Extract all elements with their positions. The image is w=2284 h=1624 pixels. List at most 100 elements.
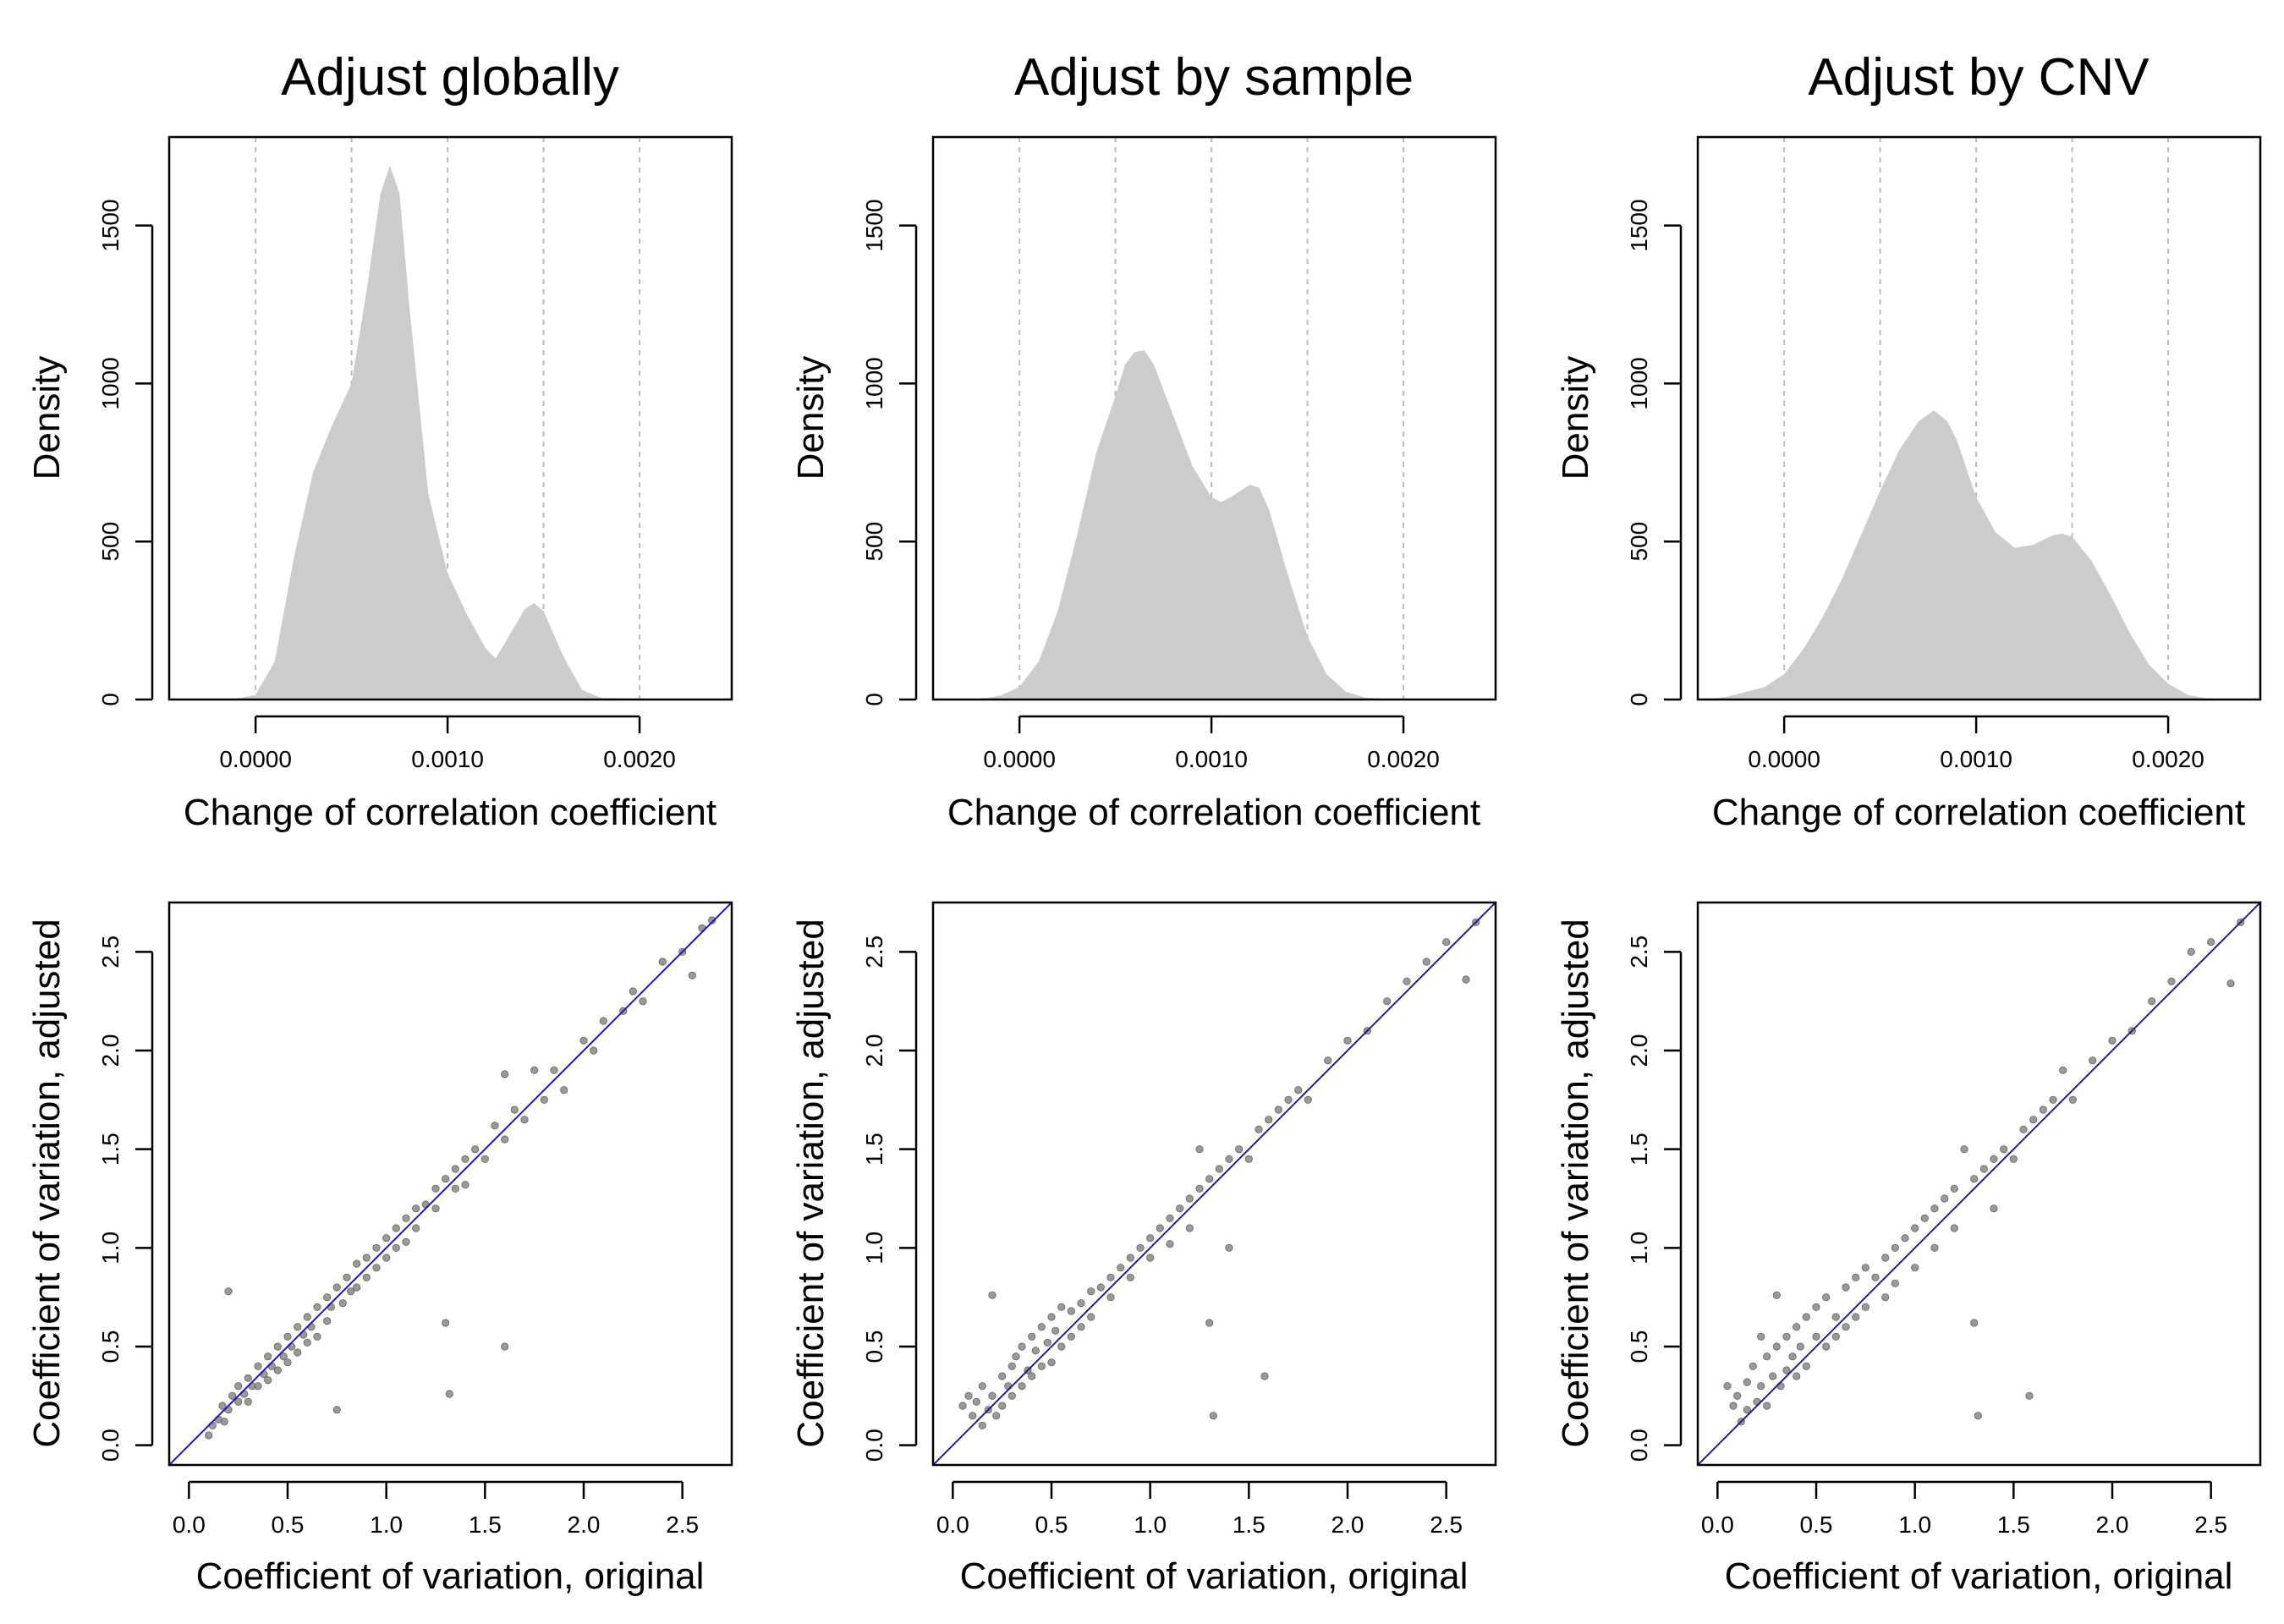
scatter-point [501, 1135, 509, 1144]
scatter-panel-cnv: 0.0 0.5 1.0 1.5 2.0 2.5 0.0 0.5 1.0 1.5 2.0 2.5 Co… [1555, 901, 2262, 1597]
scatter-point [362, 1254, 371, 1262]
scatter-point [1782, 1366, 1791, 1374]
scatter-point [1842, 1323, 1850, 1331]
scatter-point [1852, 1273, 1860, 1281]
scatter-point [550, 1066, 558, 1074]
scatter-point [1031, 1347, 1040, 1355]
x-tick-label: 0.0010 [411, 746, 484, 772]
scatter-point [313, 1332, 321, 1341]
scatter-point [1852, 1313, 1860, 1321]
scatter-point [2039, 1106, 2047, 1114]
y-tick-label: 0 [97, 693, 124, 706]
y-tick-label: 1000 [97, 357, 124, 409]
scatter-point [451, 1165, 459, 1173]
scatter-point [338, 1299, 347, 1308]
scatter-point [992, 1412, 1001, 1420]
x-axis-label: Change of correlation coefficient [184, 792, 716, 833]
scatter-point [1284, 1095, 1293, 1104]
scatter-point [1891, 1243, 1899, 1252]
density-area [1698, 410, 2260, 700]
scatter-point [372, 1243, 381, 1252]
x-tick-label: 2.0 [568, 1512, 601, 1538]
scatter-point [1057, 1303, 1066, 1311]
scatter-point [1185, 1224, 1194, 1232]
y-tick-label: 500 [861, 522, 887, 562]
scatter-point [1812, 1332, 1820, 1341]
x-axis-label: Coefficient of variation, original [1725, 1555, 2233, 1597]
y-tick-label: 1.5 [861, 1133, 887, 1166]
scatter-point [1757, 1382, 1765, 1391]
data-layer [169, 903, 732, 1465]
density-area [169, 165, 732, 700]
plot-frame [167, 135, 733, 701]
y-tick-label: 1500 [861, 199, 887, 251]
y-tick-label: 1.0 [1626, 1232, 1652, 1265]
y-tick-label: 2.5 [97, 935, 124, 968]
scatter-point [1788, 1352, 1797, 1361]
scatter-point [372, 1264, 381, 1272]
x-tick-label: 0.0 [173, 1512, 206, 1538]
scatter-point [2068, 1095, 2077, 1104]
x-tick-label: 0.0 [1701, 1512, 1734, 1538]
scatter-point [988, 1291, 997, 1299]
scatter-point [1324, 1056, 1332, 1065]
scatter-point [1244, 1155, 1253, 1163]
scatter-point [244, 1374, 252, 1382]
scatter-point [1723, 1382, 1732, 1391]
scatter-point [1782, 1332, 1791, 1341]
scatter-point [1265, 1116, 1273, 1124]
scatter-point [392, 1243, 400, 1252]
data-layer [169, 165, 732, 700]
scatter-point [1733, 1391, 1742, 1400]
scatter-point [1831, 1332, 1840, 1341]
scatter-point [1990, 1204, 1998, 1213]
scatter-point [332, 1406, 341, 1414]
scatter-panel-global: 0.0 0.5 1.0 1.5 2.0 2.5 0.0 0.5 1.0 1.5 2.0 2.5 Co… [26, 901, 733, 1597]
scatter-point [461, 1181, 469, 1189]
scatter-point [629, 987, 637, 996]
scatter-point [1911, 1224, 1919, 1232]
scatter-point [501, 1070, 509, 1078]
scatter-point [412, 1204, 420, 1213]
scatter-point [412, 1224, 420, 1232]
scatter-point [382, 1254, 391, 1262]
x-axis: 0.0 0.5 1.0 1.5 2.0 2.5 [936, 1480, 1463, 1538]
scatter-point [1842, 1283, 1850, 1292]
scatter-point [1185, 1194, 1194, 1203]
scatter-point [1861, 1264, 1869, 1272]
scatter-point [1028, 1332, 1036, 1341]
scatter-point [353, 1283, 361, 1292]
y-tick-label: 500 [1626, 522, 1652, 562]
y-tick-label: 1500 [1626, 199, 1652, 251]
x-axis-label: Coefficient of variation, original [196, 1555, 705, 1597]
plot-frame [931, 135, 1497, 701]
scatter-point [1990, 1155, 1998, 1163]
scatter-point [1007, 1391, 1016, 1400]
scatter-point [1195, 1145, 1204, 1154]
scatter-point [2059, 1066, 2067, 1074]
scatter-point [1136, 1243, 1145, 1252]
scatter-point [1209, 1412, 1217, 1420]
scatter-point [1930, 1243, 1939, 1252]
scatter-point [273, 1342, 282, 1351]
scatter-point [2000, 1145, 2008, 1154]
scatter-point [1047, 1358, 1056, 1367]
y-tick-label: 1000 [861, 357, 887, 409]
y-axis-label: Coefficient of variation, adjusted [1555, 919, 1596, 1447]
x-axis: 0.0 0.5 1.0 1.5 2.0 2.5 [173, 1480, 699, 1538]
identity-line [933, 903, 1496, 1465]
scatter-point [1960, 1145, 1968, 1154]
y-tick-label: 500 [97, 522, 124, 562]
scatter-point [1383, 997, 1392, 1006]
scatter-point [1743, 1378, 1751, 1386]
y-tick-label: 0.0 [861, 1429, 887, 1462]
y-axis-label: Coefficient of variation, adjusted [790, 919, 832, 1447]
density-panel-global: Adjust globally 0.0000 0.0010 0.0020 0 500 1… [26, 48, 733, 833]
scatter-point [1146, 1254, 1155, 1262]
scatter-point [1891, 1279, 1899, 1287]
scatter-point [2148, 997, 2156, 1006]
scatter-point [1146, 1234, 1155, 1243]
y-axis: 0.0 0.5 1.0 1.5 2.0 2.5 [1626, 935, 1683, 1462]
scatter-point [244, 1397, 252, 1406]
y-axis-label: Coefficient of variation, adjusted [26, 919, 68, 1447]
